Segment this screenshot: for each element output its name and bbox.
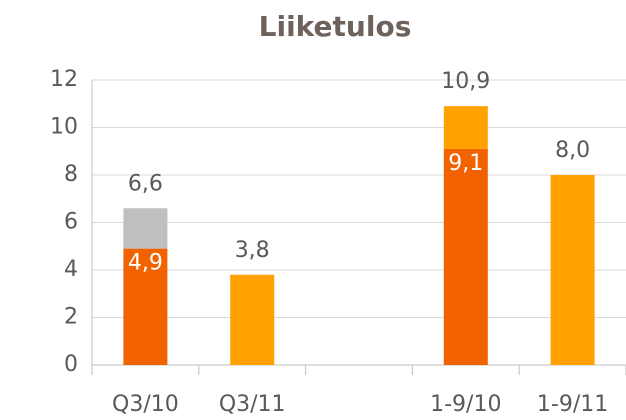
bar-segment <box>550 175 595 365</box>
total-label: 3,8 <box>235 238 270 263</box>
total-label: 6,6 <box>128 171 163 196</box>
x-tick-label: Q3/11 <box>219 392 286 417</box>
y-tick-label: 6 <box>64 210 78 235</box>
bar-segment <box>443 106 488 149</box>
y-tick-label: 10 <box>50 115 78 140</box>
x-tick-label: 1-9/11 <box>537 392 608 417</box>
bar-segment <box>443 148 488 365</box>
y-tick-label: 12 <box>50 67 78 92</box>
y-tick-label: 2 <box>64 305 78 330</box>
total-label: 8,0 <box>555 138 590 163</box>
bar-segment <box>123 208 168 249</box>
bar-segment <box>123 248 168 365</box>
bar-segment <box>230 274 275 365</box>
x-tick-label: 1-9/10 <box>430 392 501 417</box>
value-label: 4,9 <box>128 251 163 276</box>
x-tick-label: Q3/10 <box>112 392 179 417</box>
total-label: 10,9 <box>441 69 490 94</box>
value-label: 9,1 <box>448 151 483 176</box>
y-tick-label: 8 <box>64 162 78 187</box>
y-tick-label: 4 <box>64 257 78 282</box>
y-tick-label: 0 <box>64 352 78 377</box>
chart-title: Liiketulos <box>259 10 412 43</box>
